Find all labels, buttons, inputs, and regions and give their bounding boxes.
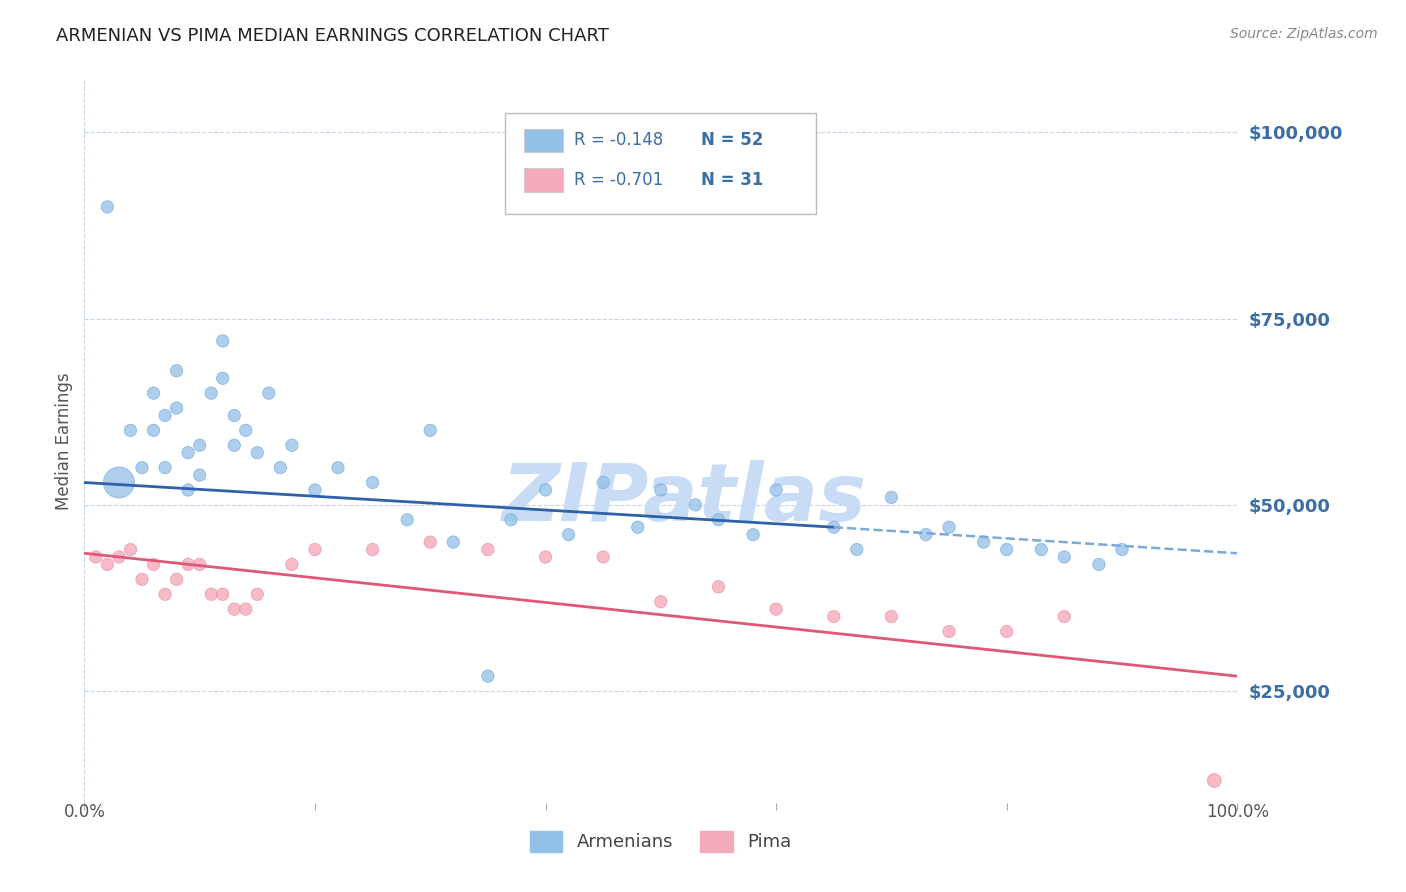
Point xyxy=(142,423,165,437)
Point xyxy=(326,460,349,475)
Point xyxy=(880,609,903,624)
Point xyxy=(108,475,131,490)
Point xyxy=(845,542,868,557)
Point xyxy=(742,527,765,541)
FancyBboxPatch shape xyxy=(505,112,817,214)
Point xyxy=(304,483,326,497)
Point xyxy=(1031,542,1053,557)
Point xyxy=(235,423,257,437)
Point xyxy=(1088,558,1111,572)
Point xyxy=(177,483,200,497)
Text: R = -0.701: R = -0.701 xyxy=(575,171,664,189)
Point xyxy=(1111,542,1133,557)
Point xyxy=(627,520,650,534)
Point xyxy=(235,602,257,616)
Text: R = -0.148: R = -0.148 xyxy=(575,131,664,149)
Point xyxy=(224,438,246,452)
Point xyxy=(120,542,142,557)
Point xyxy=(120,423,142,437)
Point xyxy=(1204,773,1226,788)
Point xyxy=(281,438,304,452)
Text: N = 31: N = 31 xyxy=(702,171,763,189)
Point xyxy=(108,549,131,564)
Text: N = 52: N = 52 xyxy=(702,131,763,149)
FancyBboxPatch shape xyxy=(523,128,562,152)
Point xyxy=(304,542,326,557)
Point xyxy=(823,520,845,534)
Point xyxy=(685,498,707,512)
Point xyxy=(166,572,188,586)
Point xyxy=(938,624,960,639)
Point xyxy=(534,483,557,497)
Point xyxy=(211,587,233,601)
Point xyxy=(441,535,464,549)
Point xyxy=(142,558,165,572)
Point xyxy=(419,423,441,437)
Point xyxy=(592,549,614,564)
Text: ZIPatlas: ZIPatlas xyxy=(502,460,866,539)
Point xyxy=(557,527,579,541)
Point xyxy=(361,542,384,557)
Point xyxy=(131,572,153,586)
Point xyxy=(188,468,211,483)
Y-axis label: Median Earnings: Median Earnings xyxy=(55,373,73,510)
Point xyxy=(200,587,222,601)
Point xyxy=(765,483,787,497)
FancyBboxPatch shape xyxy=(523,169,562,192)
Point xyxy=(96,200,118,214)
Text: ARMENIAN VS PIMA MEDIAN EARNINGS CORRELATION CHART: ARMENIAN VS PIMA MEDIAN EARNINGS CORRELA… xyxy=(56,27,609,45)
Point xyxy=(177,446,200,460)
Point xyxy=(707,580,730,594)
Point xyxy=(211,371,233,385)
Point xyxy=(166,401,188,415)
Point xyxy=(188,438,211,452)
Point xyxy=(142,386,165,401)
Point xyxy=(592,475,614,490)
Point xyxy=(880,491,903,505)
Point xyxy=(188,558,211,572)
Point xyxy=(153,409,176,423)
Point xyxy=(915,527,938,541)
Point xyxy=(396,513,419,527)
Point xyxy=(224,409,246,423)
Point xyxy=(177,558,200,572)
Point xyxy=(650,483,672,497)
Point xyxy=(823,609,845,624)
Text: 0.0%: 0.0% xyxy=(63,803,105,821)
Point xyxy=(1053,549,1076,564)
Point xyxy=(650,595,672,609)
Point xyxy=(257,386,280,401)
Text: Source: ZipAtlas.com: Source: ZipAtlas.com xyxy=(1230,27,1378,41)
Point xyxy=(995,624,1018,639)
Point xyxy=(153,587,176,601)
Point xyxy=(96,558,118,572)
Point xyxy=(973,535,995,549)
Point xyxy=(938,520,960,534)
Point xyxy=(153,460,176,475)
Point xyxy=(84,549,107,564)
Point xyxy=(1053,609,1076,624)
Point xyxy=(765,602,787,616)
Point xyxy=(246,587,269,601)
Point xyxy=(269,460,291,475)
Point xyxy=(200,386,222,401)
Point xyxy=(224,602,246,616)
Legend: Armenians, Pima: Armenians, Pima xyxy=(523,823,799,859)
Point xyxy=(211,334,233,348)
Point xyxy=(995,542,1018,557)
Point xyxy=(477,669,499,683)
Point xyxy=(131,460,153,475)
Point xyxy=(166,364,188,378)
Point xyxy=(534,549,557,564)
Point xyxy=(246,446,269,460)
Point xyxy=(281,558,304,572)
Point xyxy=(419,535,441,549)
Text: 100.0%: 100.0% xyxy=(1206,803,1268,821)
Point xyxy=(707,513,730,527)
Point xyxy=(361,475,384,490)
Point xyxy=(477,542,499,557)
Point xyxy=(499,513,522,527)
